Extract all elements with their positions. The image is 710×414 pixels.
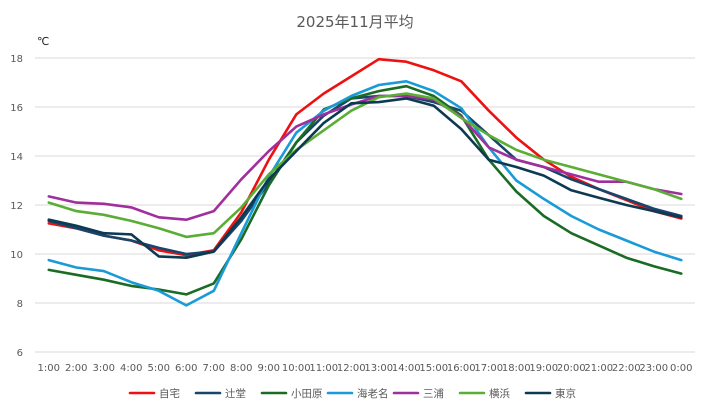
y-tick-label: 18 [10,54,23,65]
legend-item-辻堂: 辻堂 [194,387,246,400]
legend-item-横浜: 横浜 [458,387,510,400]
x-tick-label: 3:00 [93,363,115,374]
legend-item-小田原: 小田原 [260,388,323,400]
y-axis-unit-label: ℃ [37,35,49,48]
x-tick-label: 16:00 [447,363,476,374]
x-tick-label: 22:00 [612,363,641,374]
x-tick-label: 8:00 [230,363,252,374]
x-tick-label: 9:00 [258,363,280,374]
x-tick-label: 7:00 [203,363,225,374]
y-tick-label: 8 [17,299,23,310]
x-tick-label: 18:00 [502,363,531,374]
series-line-自宅 [47,57,683,257]
legend-item-東京: 東京 [524,387,576,400]
legend-label: 海老名 [357,387,389,400]
series-line-三浦 [47,94,683,221]
y-tick-label: 10 [10,250,23,261]
legend-label: 東京 [555,387,576,400]
x-tick-label: 23:00 [639,363,668,374]
series-line-辻堂 [47,94,683,256]
x-tick-label: 2:00 [65,363,87,374]
x-tick-label: 5:00 [148,363,170,374]
series-lines [47,57,683,307]
x-tick-label: 19:00 [529,363,558,374]
series-line-横浜 [47,92,683,239]
x-tick-label: 14:00 [392,363,421,374]
x-tick-label: 11:00 [309,363,338,374]
series-line-海老名 [47,80,683,307]
y-tick-label: 12 [10,201,23,212]
legend-label: 三浦 [423,387,444,400]
x-tick-label: 17:00 [474,363,503,374]
x-axis-ticks: 1:00 2:00 3:00 4:00 5:00 6:00 7:00 8:00 9:00 10:0… [38,363,693,374]
y-axis-ticks: 6 8 10 12 14 16 18 [10,54,23,359]
y-tick-label: 16 [10,103,23,114]
series-line-小田原 [47,84,683,296]
legend-label: 小田原 [291,388,323,400]
legend-item-自宅: 自宅 [128,387,180,400]
x-tick-label: 6:00 [175,363,197,374]
x-tick-label: 15:00 [419,363,448,374]
x-tick-label: 4:00 [120,363,142,374]
x-tick-label: 12:00 [337,363,366,374]
gridlines [35,57,695,353]
chart-title: 2025年11月平均 [296,13,413,31]
legend-label: 辻堂 [225,387,246,400]
legend-item-三浦: 三浦 [392,387,444,400]
legend-label: 自宅 [159,387,180,400]
y-tick-label: 6 [17,348,23,359]
x-tick-label: 0:00 [670,363,692,374]
y-tick-label: 14 [10,152,23,163]
x-tick-label: 10:00 [282,363,311,374]
series-line-東京 [47,97,683,260]
legend-label: 横浜 [489,387,510,400]
x-tick-label: 1:00 [38,363,60,374]
legend-item-海老名: 海老名 [326,387,389,400]
x-tick-label: 20:00 [557,363,586,374]
legend: 自宅 辻堂 小田原 海老名 三浦 横浜 東京 [128,387,576,400]
x-tick-label: 21:00 [584,363,613,374]
x-tick-label: 13:00 [364,363,393,374]
